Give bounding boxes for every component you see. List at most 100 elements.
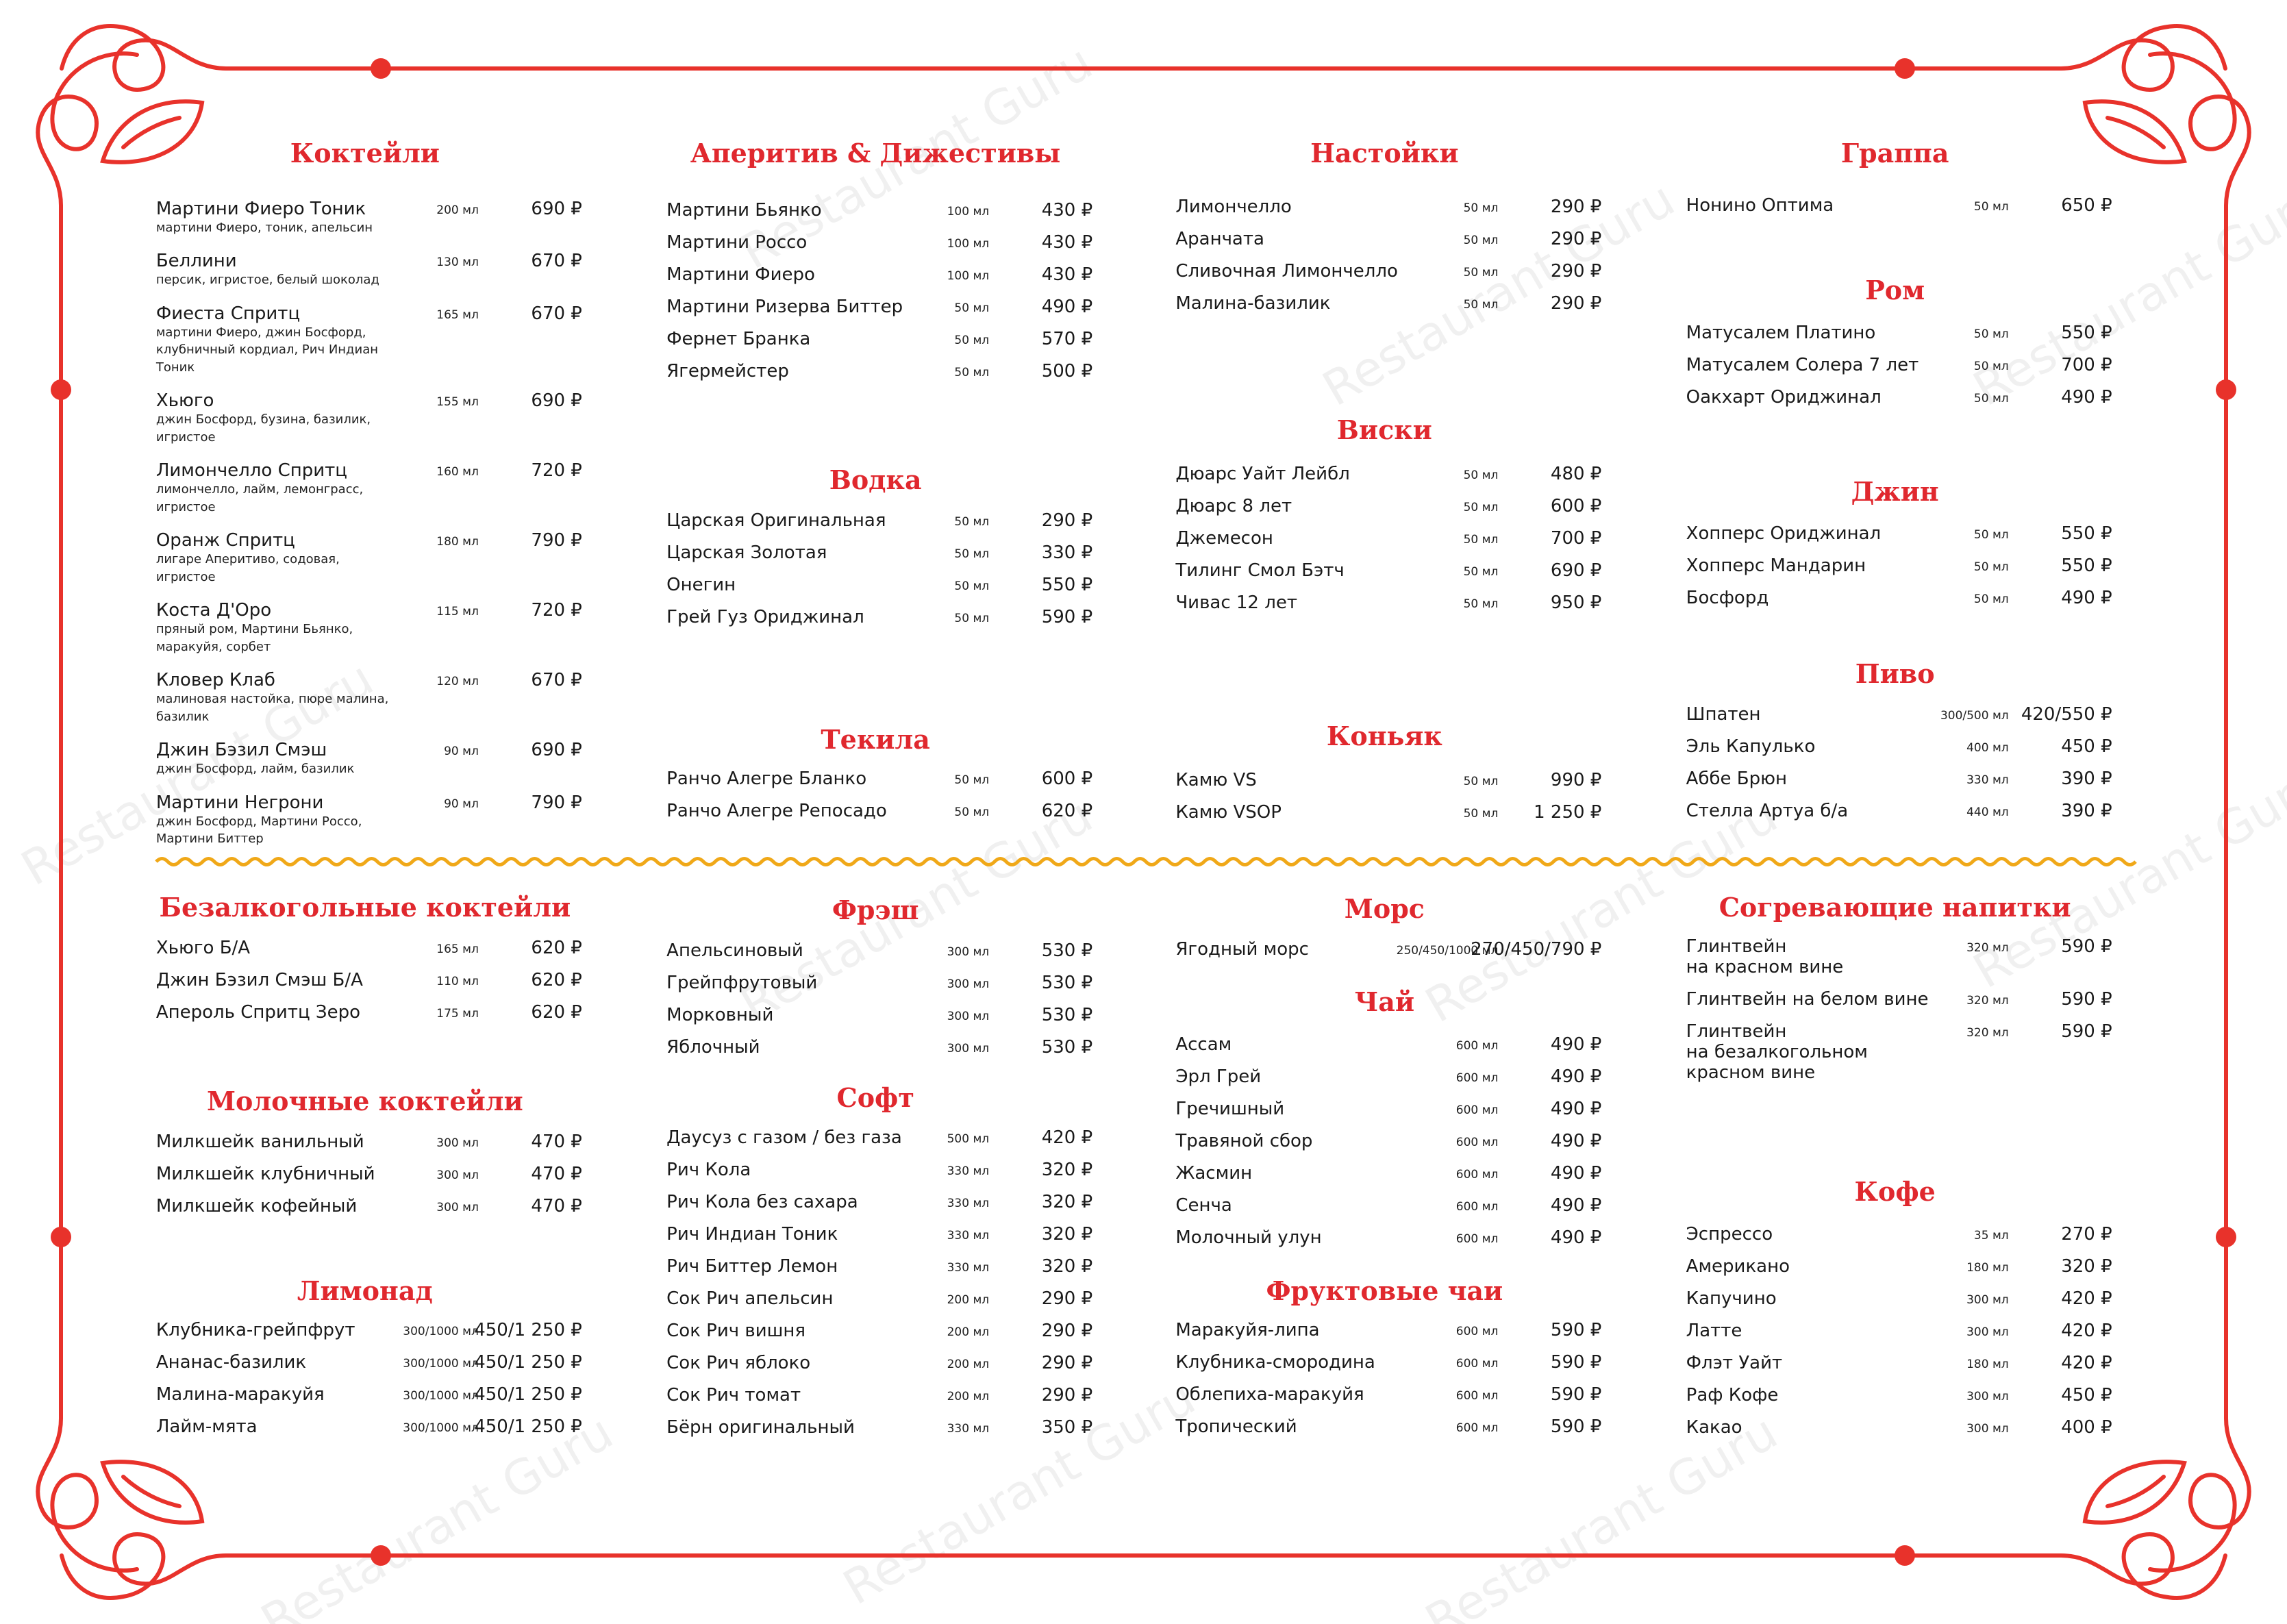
item-name: Грей Гуз Ориджинал xyxy=(666,607,864,628)
border-dot xyxy=(2216,379,2236,400)
section-title: Согревающие напитки xyxy=(1719,891,2071,923)
menu-item: Коста Д'Оро 115 мл 720 ₽ пряный ром, Мартин… xyxy=(156,600,582,655)
section-items: Ранчо Алегре Бланко 50 мл 600 ₽ Ранчо Алегр… xyxy=(666,769,1092,833)
item-price: 490 ₽ xyxy=(2061,386,2112,408)
menu-item: Фиеста Спритц 165 мл 670 ₽ мартини Фиеро, д… xyxy=(156,303,582,377)
section-items: Мартини Фиеро Тоник 200 мл 690 ₽ мартини Фи… xyxy=(156,199,582,862)
item-name: Гречишный xyxy=(1175,1098,1285,1119)
item-price: 430 ₽ xyxy=(1041,264,1093,285)
section-title: Чай xyxy=(1354,986,1415,1017)
item-volume: 330 мл xyxy=(947,1421,990,1436)
item-price: 490 ₽ xyxy=(1550,1130,1602,1151)
item-description: джин Босфорд, лайм, базилик xyxy=(155,762,355,776)
item-volume: 50 мл xyxy=(954,365,990,379)
item-name: Дюарс Уайт Лейбл xyxy=(1175,464,1350,485)
item-price: 330 ₽ xyxy=(1041,542,1093,564)
item-name: Ранчо Алегре Репосадо xyxy=(666,801,887,822)
menu-item: Мартини Фиеро 100 мл 430 ₽ xyxy=(666,264,1092,285)
item-name: Эспрессо xyxy=(1686,1223,1773,1245)
item-description: лигаре Аперитиво, содовая, игристое xyxy=(155,552,340,584)
item-volume: 50 мл xyxy=(954,515,990,529)
menu-item: Оакхарт Ориджинал 50 мл 490 ₽ xyxy=(1686,387,2112,408)
section-title: Фрэш xyxy=(832,894,919,925)
item-volume: 50 мл xyxy=(1463,266,1499,280)
item-volume: 50 мл xyxy=(1463,201,1499,216)
item-volume: 200 мл xyxy=(947,1292,990,1307)
menu-item: Камю VSOP 50 мл 1 250 ₽ xyxy=(1175,802,1601,823)
corner-curl xyxy=(60,24,297,92)
item-price: 490 ₽ xyxy=(2061,588,2112,609)
menu-item: Грей Гуз Ориджинал 50 мл 590 ₽ xyxy=(666,607,1092,627)
item-price: 690 ₽ xyxy=(531,390,582,411)
menu-item: Милкшейк ванильный 300 мл 470 ₽ xyxy=(156,1132,582,1152)
menu-item: Дюарс 8 лет 50 мл 600 ₽ xyxy=(1175,496,1601,516)
item-price: 990 ₽ xyxy=(1550,770,1602,791)
item-price: 720 ₽ xyxy=(531,600,582,621)
menu-item: Мартини Ризерва Биттер 50 мл 490 ₽ xyxy=(666,297,1092,317)
section-items: Эспрессо 35 мл 270 ₽ Американо 180 мл 320 ₽ Ка… xyxy=(1686,1224,2112,1449)
item-volume: 180 мл xyxy=(1966,1260,2009,1275)
item-name: Хьюго Б/А xyxy=(155,938,251,959)
menu-item: Ананас-базилик 300/1000 мл 450/1 250 ₽ xyxy=(156,1352,582,1373)
menu-item: Бёрн оригинальный 330 мл 350 ₽ xyxy=(666,1417,1092,1438)
menu-item: Сок Рич яблоко 200 мл 290 ₽ xyxy=(666,1353,1092,1373)
item-price: 490 ₽ xyxy=(1550,1066,1602,1087)
item-price: 550 ₽ xyxy=(2061,523,2112,545)
menu-item: Рич Кола без сахара 330 мл 320 ₽ xyxy=(666,1192,1092,1212)
item-name: Царская Оригинальная xyxy=(666,510,886,532)
item-name: Мартини Фиеро Тоник xyxy=(155,198,366,219)
item-volume: 600 мл xyxy=(1455,1167,1499,1182)
item-price: 670 ₽ xyxy=(531,251,582,271)
item-volume: 50 мл xyxy=(1973,528,2009,542)
menu-item: Яблочный 300 мл 530 ₽ xyxy=(666,1037,1092,1058)
item-volume: 300 мл xyxy=(436,1136,479,1151)
item-volume: 300 мл xyxy=(947,1010,990,1024)
section-items: Милкшейк ванильный 300 мл 470 ₽ Милкшейк кл… xyxy=(156,1132,582,1228)
item-volume: 200 мл xyxy=(436,203,479,217)
menu-item: Джемесон 50 мл 700 ₽ xyxy=(1175,528,1601,549)
item-name: Бёрн оригинальный xyxy=(666,1416,855,1438)
item-name: Мартини Бьянко xyxy=(666,199,822,221)
corner-ornament xyxy=(36,24,297,303)
menu-item: Флэт Уайт 180 мл 420 ₽ xyxy=(1686,1353,2112,1373)
item-price: 590 ₽ xyxy=(1041,607,1093,628)
item-price: 720 ₽ xyxy=(531,460,582,481)
item-name: Джин Бэзил Смэш Б/А xyxy=(155,970,363,991)
item-name: Флэт Уайт xyxy=(1686,1352,1783,1373)
item-name: Милкшейк клубничный xyxy=(155,1164,375,1185)
item-name: Сок Рич апельсин xyxy=(666,1288,834,1309)
item-volume: 300 мл xyxy=(947,977,990,992)
corner-leaf xyxy=(100,99,205,164)
item-volume: 130 мл xyxy=(436,255,479,269)
menu-item: Малина-маракуйя 300/1000 мл 450/1 250 ₽ xyxy=(156,1384,582,1405)
item-volume: 300/1000 мл xyxy=(403,1421,479,1436)
item-name: Ранчо Алегре Бланко xyxy=(666,769,867,790)
menu-item: Аббе Брюн 330 мл 390 ₽ xyxy=(1686,769,2112,789)
section-items: Мартини Бьянко 100 мл 430 ₽ Мартини Россо 10… xyxy=(666,200,1092,393)
item-volume: 50 мл xyxy=(1973,200,2009,214)
item-name: Клубника-смородина xyxy=(1175,1352,1375,1373)
item-volume: 180 мл xyxy=(1966,1357,2009,1371)
menu-item: Аранчата 50 мл 290 ₽ xyxy=(1175,229,1601,249)
menu-item: Камю VS 50 мл 990 ₽ xyxy=(1175,770,1601,790)
menu-item: Мартини Негрони 90 мл 790 ₽ джин Босфорд, М… xyxy=(156,792,582,848)
menu-item: Дюарс Уайт Лейбл 50 мл 480 ₽ xyxy=(1175,464,1601,484)
item-name: Капучино xyxy=(1686,1288,1777,1309)
item-price: 390 ₽ xyxy=(2061,801,2112,822)
menu-item: Рич Индиан Тоник 330 мл 320 ₽ xyxy=(666,1224,1092,1245)
item-name: Ягермейстер xyxy=(666,360,789,382)
item-price: 590 ₽ xyxy=(2061,989,2112,1010)
menu-item: Маракуйя-липа 600 мл 590 ₽ xyxy=(1175,1320,1601,1340)
menu-item: Хопперс Ориджинал 50 мл 550 ₽ xyxy=(1686,523,2112,544)
item-name: Ассам xyxy=(1175,1034,1232,1055)
section-title: Пиво xyxy=(1855,658,1935,689)
item-volume: 50 мл xyxy=(1973,391,2009,405)
menu-item: Рич Биттер Лемон 330 мл 320 ₽ xyxy=(666,1256,1092,1277)
menu-item: Грейпфрутовый 300 мл 530 ₽ xyxy=(666,973,1092,993)
section-title: Морс xyxy=(1344,892,1425,924)
item-volume: 300/500 мл xyxy=(1940,709,2009,723)
menu-item: Ранчо Алегре Бланко 50 мл 600 ₽ xyxy=(666,769,1092,789)
item-price: 350 ₽ xyxy=(1041,1416,1093,1438)
item-volume: 50 мл xyxy=(1463,234,1499,248)
item-price: 450 ₽ xyxy=(2061,736,2112,758)
